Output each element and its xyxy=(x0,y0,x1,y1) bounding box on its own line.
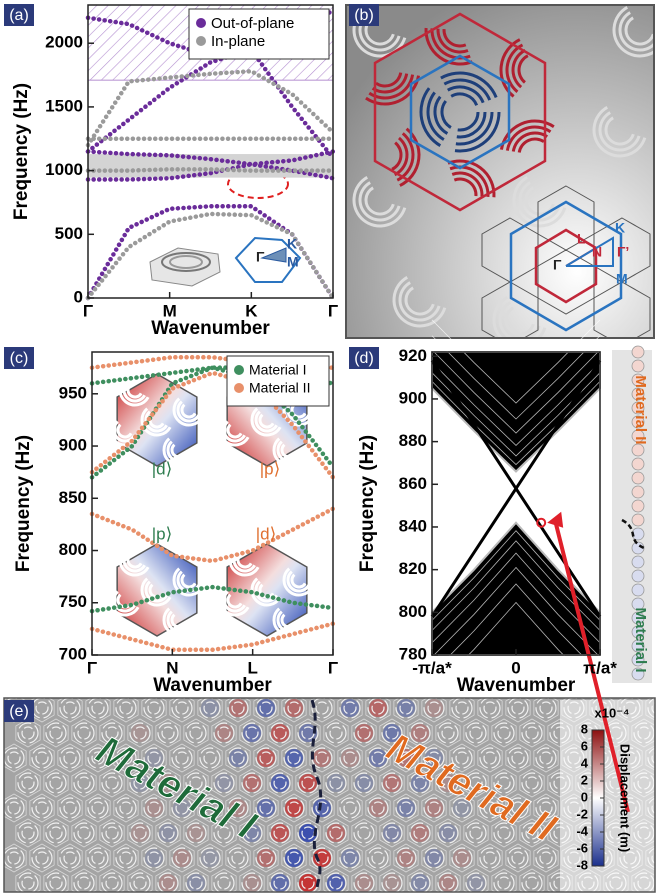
strip-cell xyxy=(632,486,644,498)
y-tick-label: 1000 xyxy=(45,160,83,179)
y-tick-label: 900 xyxy=(399,388,427,407)
bulk-lower xyxy=(432,523,600,655)
bz-label: M xyxy=(616,271,628,287)
x-tick-label: Γ xyxy=(328,658,338,677)
y-tick-label: 700 xyxy=(59,644,87,663)
y-tick-label: 850 xyxy=(59,488,87,507)
legend-label: Material I xyxy=(249,362,307,378)
figure: L N K Γ’ Γ M Material I Material II (a) (… xyxy=(0,0,659,894)
y-tick-label: 920 xyxy=(399,346,427,365)
y-tick-label: 0 xyxy=(74,287,83,306)
displacement-field: Material I Material II xyxy=(2,694,659,894)
side-label: Material II xyxy=(632,375,649,444)
x-tick-label: Γ xyxy=(328,301,338,320)
x-tick-label: Γ xyxy=(83,301,93,320)
x-tick-label: Γ xyxy=(87,658,97,677)
y-tick-label: 900 xyxy=(59,436,87,455)
colorbar-tick-label: 2 xyxy=(581,772,588,787)
bz-label: K xyxy=(615,220,625,236)
legend-label: Material II xyxy=(249,380,310,396)
colorbar-tick-label: -2 xyxy=(576,806,588,821)
strip-cell xyxy=(632,346,644,358)
inset-label: K xyxy=(287,236,297,252)
strip-cell xyxy=(632,500,644,512)
y-tick-label: 860 xyxy=(399,474,427,493)
y-axis-label: Frequency (Hz) xyxy=(13,435,34,572)
colorbar-tick-label: -8 xyxy=(576,857,588,872)
bz-label: Γ’ xyxy=(617,244,629,260)
band-curve xyxy=(88,71,333,145)
state-label: |d⟩ xyxy=(152,459,173,478)
strip-cell xyxy=(632,514,644,526)
x-axis-label: Wavenumber xyxy=(151,318,270,339)
legend-marker xyxy=(234,365,244,375)
x-axis-label: Wavenumber xyxy=(457,675,576,696)
panel-label: (d) xyxy=(354,350,374,367)
y-tick-label: 820 xyxy=(399,559,427,578)
strip-cell xyxy=(632,472,644,484)
colorbar-tick-label: -4 xyxy=(576,823,588,838)
panel-label: (c) xyxy=(10,350,29,367)
y-axis-label: Frequency (Hz) xyxy=(11,83,32,220)
y-tick-label: 880 xyxy=(399,431,427,450)
panel-label: (b) xyxy=(354,7,374,24)
x-tick-label: π/a* xyxy=(583,658,617,677)
strip-cell xyxy=(632,360,644,372)
y-tick-label: 800 xyxy=(59,540,87,559)
colorbar-tick-label: 8 xyxy=(581,721,588,736)
bz-label: L xyxy=(577,231,586,247)
y-tick-label: 800 xyxy=(399,602,427,621)
y-axis-label: Frequency (Hz) xyxy=(357,435,378,572)
y-tick-label: 500 xyxy=(55,224,83,243)
mode-insets xyxy=(110,374,312,636)
state-label: |p⟩ xyxy=(260,459,281,478)
strip-cell xyxy=(632,556,644,568)
state-label: |p⟩ xyxy=(152,524,173,543)
bz-label: N xyxy=(592,244,602,260)
y-tick-label: 2000 xyxy=(45,33,83,52)
colorbar-title: Displacement (m) xyxy=(618,744,633,852)
inset-label: Γ xyxy=(256,249,265,265)
legend-marker xyxy=(196,36,206,46)
y-tick-label: 750 xyxy=(59,592,87,611)
legend-marker xyxy=(234,383,244,393)
y-tick-label: 1500 xyxy=(45,96,83,115)
colorbar-scale: x10⁻⁴ xyxy=(595,705,630,720)
legend-label: In-plane xyxy=(211,33,265,50)
bulk-upper xyxy=(432,352,600,471)
unit-cell-icon xyxy=(150,248,220,286)
strip-cell xyxy=(632,458,644,470)
colorbar-tick-label: 6 xyxy=(581,738,588,753)
y-tick-label: 950 xyxy=(59,383,87,402)
legend-label: Out-of-plane xyxy=(211,15,294,32)
inset-label: M xyxy=(287,254,299,270)
strip-cell xyxy=(632,570,644,582)
colorbar-tick-label: -6 xyxy=(576,840,588,855)
x-tick-label: -π/a* xyxy=(412,658,452,677)
lattice-diagram: L N K Γ’ Γ M xyxy=(346,5,659,346)
panel-label: (e) xyxy=(9,703,29,720)
strip-cell xyxy=(632,444,644,456)
panel-label: (a) xyxy=(9,7,29,24)
legend-marker xyxy=(196,18,206,28)
colorbar-tick-label: 4 xyxy=(581,755,589,770)
x-axis-label: Wavenumber xyxy=(153,675,272,696)
strip-cell xyxy=(632,584,644,596)
bz-label: Γ xyxy=(553,257,562,273)
band-curve xyxy=(88,206,333,298)
y-tick-label: 840 xyxy=(399,516,427,535)
colorbar-tick-label: 0 xyxy=(581,789,588,804)
side-label: Material I xyxy=(632,607,649,672)
state-label: |d⟩ xyxy=(256,524,277,543)
